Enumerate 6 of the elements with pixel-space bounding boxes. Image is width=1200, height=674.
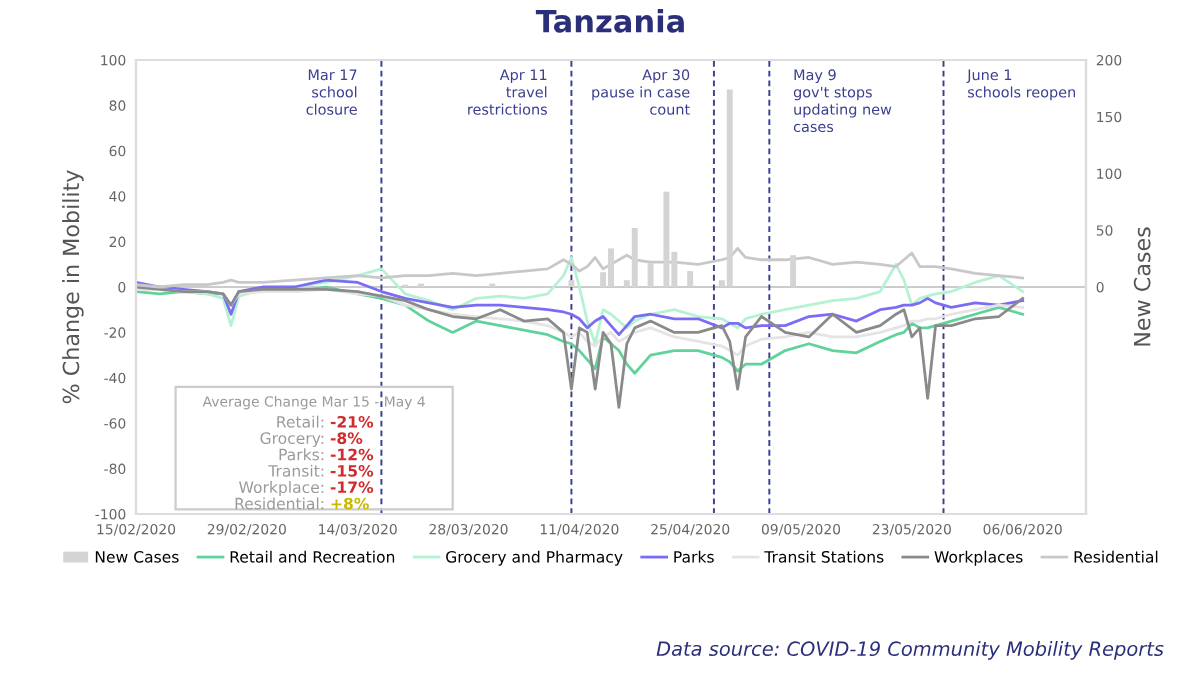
line-series (136, 278, 1025, 337)
y2-axis-title: New Cases (1133, 227, 1151, 346)
source-note: Data source: COVID-19 Community Mobility Reports (656, 641, 1164, 660)
chart-title: Tanzania (535, 9, 684, 33)
y-axis-title: % Change in Mobility (62, 170, 84, 404)
line-series (136, 285, 1025, 409)
